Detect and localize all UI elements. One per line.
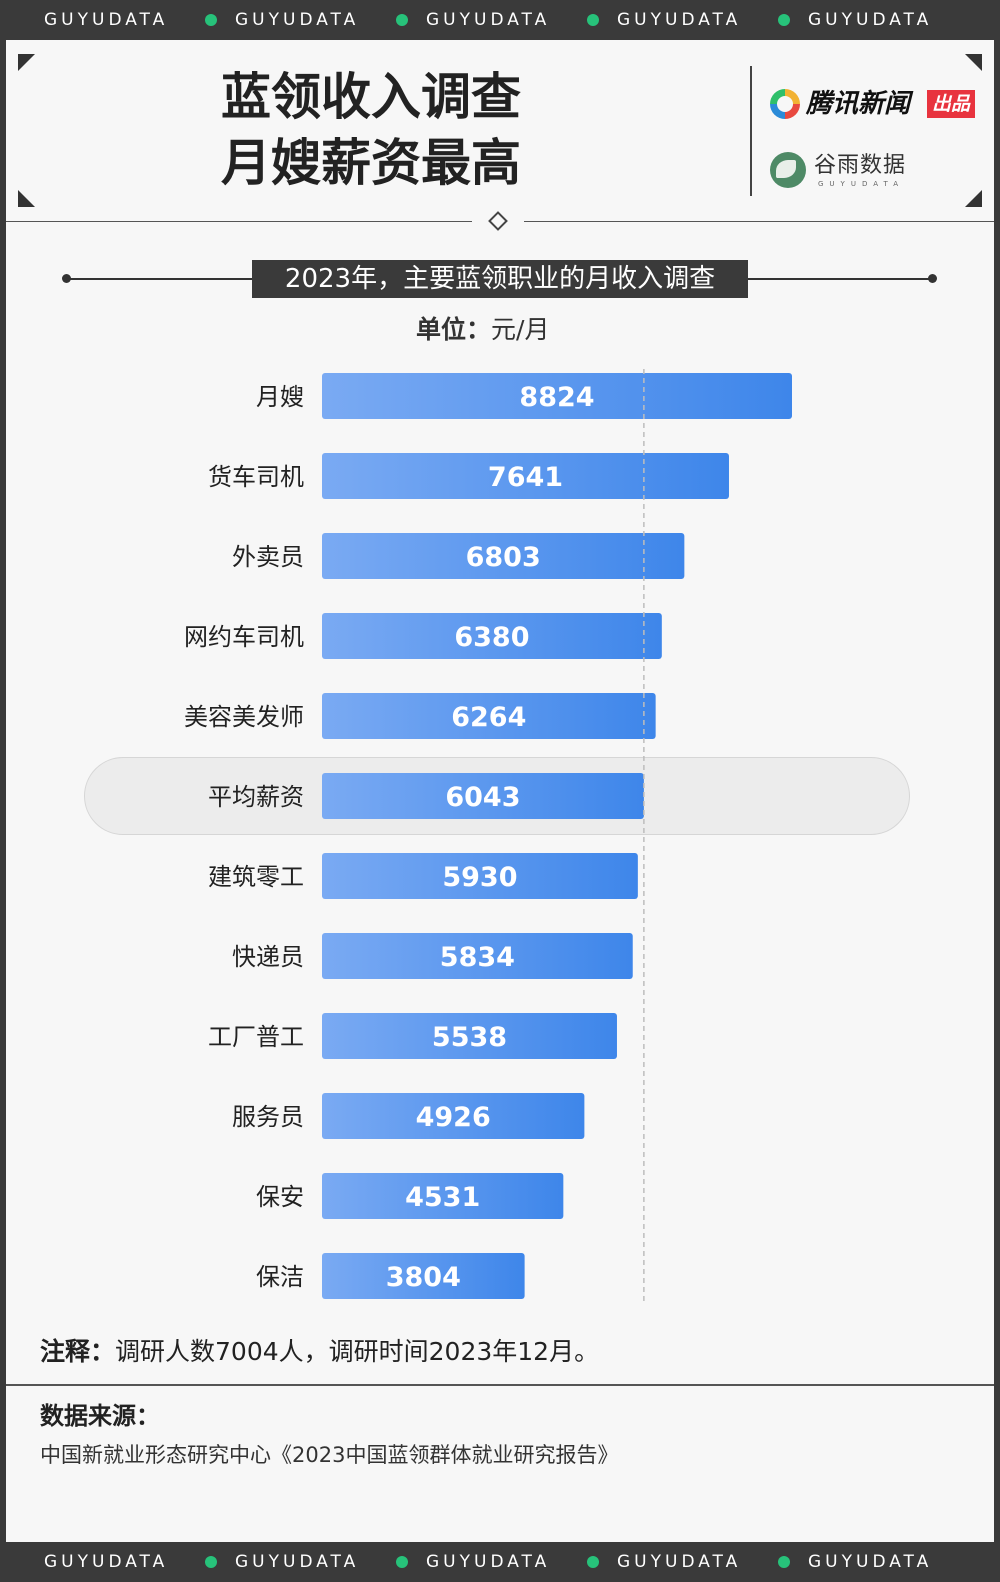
bottom-brand-band: GUYUDATA GUYUDATA GUYUDATA GUYUDATA GUYU… <box>0 1542 1000 1582</box>
brand-text: GUYUDATA <box>44 10 169 30</box>
brand-text: GUYUDATA <box>44 1552 169 1572</box>
source-label: 数据来源： <box>40 1402 160 1430</box>
bar <box>322 1253 525 1299</box>
note: 注释：调研人数7004人，调研时间2023年12月。 <box>40 1332 599 1372</box>
bar <box>322 613 662 659</box>
bar-value-label: 6264 <box>451 702 526 733</box>
bar-value-label: 8824 <box>519 382 594 413</box>
source-text: 中国新就业形态研究中心《2023中国蓝领群体就业研究报告》 <box>40 1443 619 1467</box>
bar-chart: 月嫂 8824 货车司机 7641 外卖员 6803 网约车司机 6380 美容美发师 6264 平… <box>184 369 792 1303</box>
unit-label: 单位：元/月 <box>416 310 549 350</box>
bar <box>322 373 792 419</box>
title-line-2: 月嫂薪资最高 <box>221 134 521 192</box>
bar-value-label: 7641 <box>488 462 563 493</box>
bar-value-label: 6803 <box>466 542 541 573</box>
rule-dot <box>62 274 71 283</box>
corner-mark <box>18 54 35 71</box>
bar <box>322 1173 564 1219</box>
bar-value-label: 4531 <box>405 1182 480 1213</box>
category-label: 保洁 <box>256 1263 304 1291</box>
brand-text: GUYUDATA <box>235 1552 360 1572</box>
bar <box>322 453 729 499</box>
category-label: 月嫂 <box>256 383 304 411</box>
category-label: 网约车司机 <box>184 623 304 651</box>
bar <box>322 933 633 979</box>
unit-label-prefix: 单位： <box>416 315 492 344</box>
top-brand-band: GUYUDATA GUYUDATA GUYUDATA GUYUDATA GUYU… <box>0 0 1000 40</box>
bar-value-label: 6380 <box>454 622 529 653</box>
bar-value-label: 5834 <box>440 942 515 973</box>
category-label: 工厂普工 <box>208 1023 304 1051</box>
header-rule-right <box>524 221 994 222</box>
category-label: 平均薪资 <box>208 783 304 811</box>
guyu-data-logo: 谷雨数据 GUYUDATA <box>770 148 970 192</box>
brand-dot <box>587 14 599 26</box>
page-title: 蓝领收入调查 月嫂薪资最高 <box>221 64 541 196</box>
category-label: 保安 <box>256 1183 304 1211</box>
note-text: 调研人数7004人，调研时间2023年12月。 <box>115 1337 600 1366</box>
category-label: 快递员 <box>232 943 304 971</box>
bar-value-label: 4926 <box>416 1102 491 1133</box>
brand-text: GUYUDATA <box>808 10 933 30</box>
bar-value-label: 5930 <box>442 862 517 893</box>
guyu-data-subtext: GUYUDATA <box>818 180 904 188</box>
category-label: 服务员 <box>232 1103 304 1131</box>
title-line-1: 蓝领收入调查 <box>221 68 521 126</box>
category-label: 美容美发师 <box>184 703 304 731</box>
category-label: 建筑零工 <box>208 863 304 891</box>
tencent-news-icon <box>770 89 800 119</box>
brand-text: GUYUDATA <box>426 1552 551 1572</box>
infographic-card: 蓝领收入调查 月嫂薪资最高 腾讯新闻 出品 谷雨数据 GUYUDATA 2023… <box>6 40 994 1542</box>
bar-value-label: 6043 <box>445 782 520 813</box>
brand-dot <box>205 1556 217 1568</box>
brand-text: GUYUDATA <box>426 10 551 30</box>
brand-dot <box>396 1556 408 1568</box>
category-label: 货车司机 <box>208 463 304 491</box>
brand-text: GUYUDATA <box>617 10 742 30</box>
bar <box>322 773 644 819</box>
corner-mark <box>18 190 35 207</box>
bar-value-label: 3804 <box>386 1262 461 1293</box>
brand-text: GUYUDATA <box>617 1552 742 1572</box>
brand-dot <box>587 1556 599 1568</box>
header-divider <box>750 66 752 196</box>
unit-value: 元/月 <box>491 315 550 344</box>
category-label: 外卖员 <box>232 543 304 571</box>
brand-dot <box>778 14 790 26</box>
brand-dot <box>205 14 217 26</box>
brand-text: GUYUDATA <box>808 1552 933 1572</box>
bar-value-label: 5538 <box>432 1022 507 1053</box>
tencent-news-logo: 腾讯新闻 出品 <box>770 86 980 122</box>
bar <box>322 1013 617 1059</box>
header-rule-left <box>6 221 472 222</box>
brand-dot <box>778 1556 790 1568</box>
brand-dot <box>396 14 408 26</box>
bar <box>322 533 685 579</box>
brand-text: GUYUDATA <box>235 10 360 30</box>
rule-dot <box>928 274 937 283</box>
corner-mark <box>965 54 982 71</box>
tencent-news-badge: 出品 <box>927 90 976 118</box>
guyu-bird-icon <box>770 152 806 188</box>
corner-mark <box>965 190 982 207</box>
chart-title: 2023年，主要蓝领职业的月收入调查 <box>252 260 748 298</box>
bar <box>322 853 638 899</box>
guyu-data-name: 谷雨数据 <box>814 153 907 178</box>
bar <box>322 1093 585 1139</box>
footer-rule <box>6 1384 994 1386</box>
bar <box>322 693 656 739</box>
tencent-news-name: 腾讯新闻 <box>806 89 911 119</box>
note-label: 注释： <box>40 1337 116 1366</box>
